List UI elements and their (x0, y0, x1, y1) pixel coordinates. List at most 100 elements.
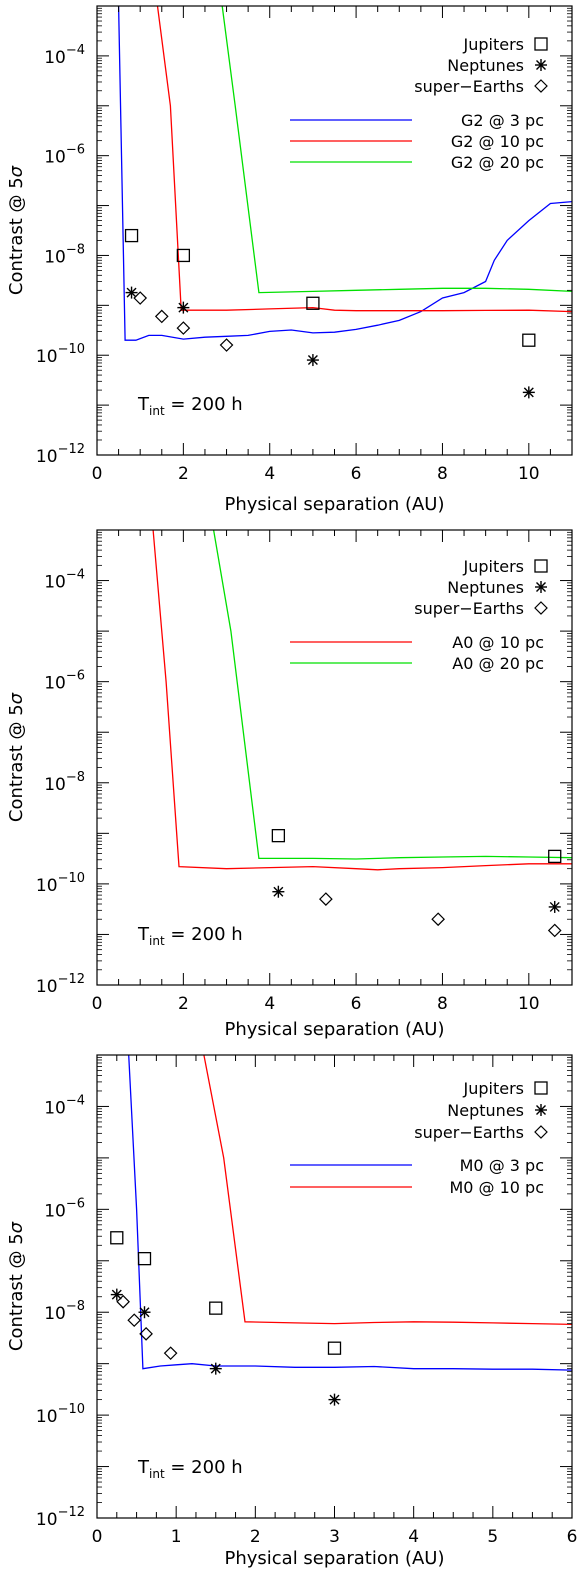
x-tick-label: 2 (178, 464, 189, 484)
x-tick-label: 4 (264, 994, 275, 1014)
chart-panel-3: 0 1 2 3 4 5 6 10−12 10−10 10−8 10−6 10−4 Physical se… (6, 1054, 578, 1569)
legend-series-label: M0 @ 3 pc (460, 1156, 544, 1175)
series-line-1 (117, 6, 572, 341)
legend-marker-diamond (534, 1125, 548, 1139)
x-axis-label: Physical separation (AU) (224, 1019, 444, 1040)
x-tick-label: 6 (351, 464, 362, 484)
x-tick-label: 10 (518, 464, 540, 484)
data-point-diamond (219, 338, 234, 352)
x-tick-label: 0 (92, 994, 103, 1014)
data-point-square (271, 828, 286, 843)
y-axis-label: Contrast @ 5σ (6, 1221, 27, 1351)
data-point-asterisk (272, 885, 285, 898)
data-point-diamond (116, 1294, 130, 1309)
data-point-diamond (319, 892, 333, 906)
legend-series-label: A0 @ 20 pc (452, 654, 544, 673)
legend-label: Jupiters (463, 1079, 525, 1098)
legend-marker-square (534, 1081, 548, 1095)
x-tick-label: 6 (351, 994, 362, 1014)
legend-marker-asterisk (535, 59, 547, 71)
legend-series-label: G2 @ 10 pc (451, 132, 544, 151)
y-tick-label: 10−6 (44, 669, 85, 694)
integration-time-annotation: Tint = 200 h (137, 924, 243, 948)
y-tick-label: 10−4 (44, 1093, 85, 1118)
y-tick-label: 10−10 (36, 871, 85, 896)
y-tick-label: 10−8 (44, 242, 85, 267)
x-tick-label: 2 (250, 1527, 261, 1547)
data-point-diamond (133, 291, 148, 305)
data-point-square (110, 1231, 124, 1245)
x-tick-label: 4 (264, 464, 275, 484)
integration-time-annotation: Tint = 200 h (137, 1457, 243, 1481)
legend-label: super−Earths (414, 1123, 524, 1142)
legend-label: Neptunes (447, 578, 524, 597)
x-tick-label: 3 (329, 1527, 340, 1547)
legend-label: Neptunes (447, 56, 524, 75)
x-tick-label: 2 (178, 994, 189, 1014)
legend-marker-square (534, 559, 548, 573)
data-point-diamond (547, 923, 562, 938)
legend-series-label: A0 @ 10 pc (452, 633, 544, 652)
series-line-1 (152, 530, 572, 871)
legend-marker-diamond (534, 601, 548, 615)
legend-marker-asterisk (535, 1104, 547, 1116)
data-point-diamond (176, 321, 191, 335)
legend-series-label: M0 @ 10 pc (449, 1178, 544, 1197)
y-tick-label: 10−6 (44, 143, 85, 168)
legend-label: Neptunes (447, 1101, 524, 1120)
data-point-asterisk (138, 1306, 151, 1319)
x-tick-label: 4 (408, 1527, 419, 1547)
integration-time-annotation: Tint = 200 h (137, 394, 243, 418)
y-tick-label: 10−4 (44, 43, 85, 68)
x-tick-label: 0 (92, 1527, 103, 1547)
x-tick-label: 5 (487, 1527, 498, 1547)
y-tick-label: 10−6 (44, 1196, 85, 1221)
data-point-asterisk (209, 1362, 222, 1375)
y-tick-label: 10−8 (44, 770, 85, 795)
y-axis-label: Contrast @ 5σ (6, 692, 27, 822)
legend-marker-diamond (534, 79, 548, 93)
legend-series-label: G2 @ 20 pc (451, 153, 544, 172)
x-tick-label: 6 (567, 1527, 578, 1547)
legend-series-label: G2 @ 3 pc (461, 111, 544, 130)
legend-marker-square (534, 37, 548, 51)
data-point-square (137, 1251, 152, 1266)
y-tick-label: 10−4 (44, 568, 85, 593)
data-point-diamond (127, 1313, 142, 1328)
data-point-square (209, 1301, 223, 1315)
data-point-square (124, 228, 139, 243)
data-point-diamond (139, 1326, 153, 1341)
series-line-2 (212, 530, 572, 860)
data-point-square (176, 248, 191, 263)
chart-panel-1: 0 2 4 6 8 10 10−12 10−10 10−8 10−6 10−4 Physical se… (6, 5, 573, 515)
legend-label: super−Earths (414, 599, 524, 618)
data-point-asterisk (110, 1288, 123, 1301)
data-point-square (306, 296, 320, 310)
x-tick-label: 8 (437, 994, 448, 1014)
x-axis-label: Physical separation (AU) (224, 1548, 444, 1569)
data-point-asterisk (328, 1393, 341, 1406)
series-line-3 (221, 6, 572, 294)
data-point-square (327, 1341, 342, 1355)
series-line-1 (128, 1055, 572, 1371)
data-point-asterisk (522, 386, 535, 399)
y-tick-label: 10−8 (44, 1299, 85, 1324)
x-tick-label: 1 (171, 1527, 182, 1547)
data-point-asterisk (177, 301, 190, 314)
legend-label: super−Earths (414, 77, 524, 96)
y-axis-label: Contrast @ 5σ (6, 165, 27, 295)
data-point-asterisk (548, 900, 561, 913)
x-axis-label: Physical separation (AU) (224, 494, 444, 515)
data-point-square (522, 333, 536, 347)
x-tick-label: 10 (518, 994, 540, 1014)
x-tick-label: 8 (437, 464, 448, 484)
y-tick-label: 10−10 (36, 342, 85, 367)
y-tick-label: 10−12 (36, 442, 85, 467)
data-point-asterisk (306, 354, 319, 367)
x-tick-label: 0 (92, 464, 103, 484)
data-point-square (548, 849, 562, 864)
y-tick-label: 10−10 (36, 1402, 85, 1427)
y-tick-label: 10−12 (36, 1505, 85, 1530)
series-line-2 (203, 1055, 572, 1326)
